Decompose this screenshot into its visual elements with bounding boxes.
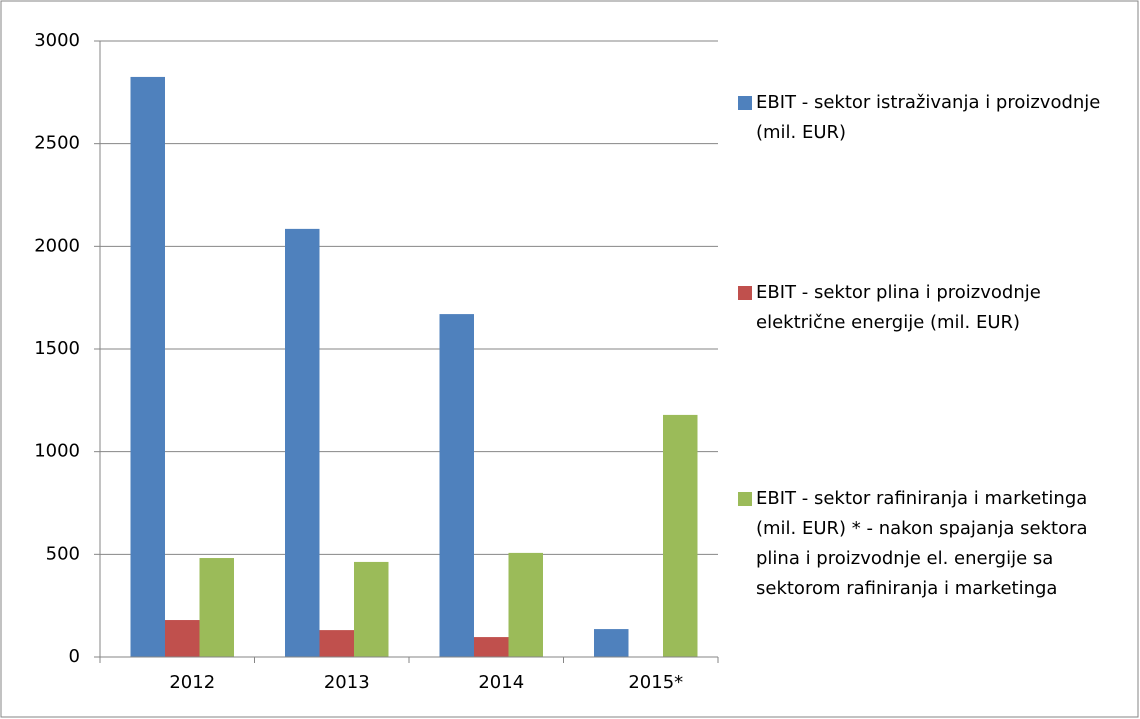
bar bbox=[508, 552, 543, 657]
legend-swatch bbox=[738, 492, 752, 506]
y-tick-label: 2000 bbox=[34, 235, 80, 256]
legend-label: EBIT - sektor plina i proizvodnje elektr… bbox=[756, 282, 1041, 333]
y-tick-label: 0 bbox=[69, 646, 80, 667]
bar bbox=[165, 620, 200, 657]
y-tick-label: 1000 bbox=[34, 441, 80, 462]
x-tick-label: 2014 bbox=[478, 672, 524, 693]
x-tick-label: 2012 bbox=[169, 672, 215, 693]
y-tick-label: 500 bbox=[46, 543, 80, 564]
bar bbox=[594, 629, 629, 657]
bar bbox=[663, 414, 698, 657]
bar bbox=[285, 228, 320, 657]
legend-swatch bbox=[738, 286, 752, 300]
legend-entry: EBIT - sektor istraživanja i proizvodnje… bbox=[738, 88, 1133, 148]
bar bbox=[319, 630, 354, 657]
legend-label: EBIT - sektor istraživanja i proizvodnje… bbox=[756, 92, 1101, 143]
y-tick-label: 1500 bbox=[34, 338, 80, 359]
y-tick-label: 2500 bbox=[34, 133, 80, 154]
legend-label: EBIT - sektor rafiniranja i marketinga (… bbox=[756, 488, 1088, 599]
legend-swatch bbox=[738, 96, 752, 110]
x-tick-label: 2013 bbox=[324, 672, 370, 693]
bar bbox=[439, 314, 474, 657]
legend-entry: EBIT - sektor rafiniranja i marketinga (… bbox=[738, 484, 1133, 604]
bar bbox=[354, 561, 389, 657]
y-tick-label: 3000 bbox=[34, 30, 80, 51]
x-tick-label: 2015* bbox=[628, 672, 683, 693]
bar bbox=[474, 637, 509, 657]
bar bbox=[130, 76, 165, 657]
legend-entry: EBIT - sektor plina i proizvodnje elektr… bbox=[738, 278, 1133, 338]
bar bbox=[199, 558, 234, 657]
